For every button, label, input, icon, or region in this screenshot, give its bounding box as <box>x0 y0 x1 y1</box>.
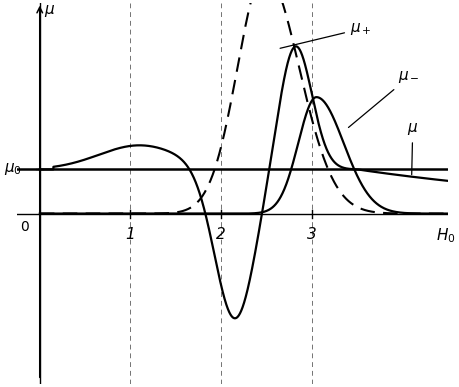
Text: $\mu_+$: $\mu_+$ <box>280 21 372 48</box>
Text: $\mu_-$: $\mu_-$ <box>348 69 420 127</box>
Text: 3: 3 <box>307 227 317 241</box>
Text: $\mu_0$: $\mu_0$ <box>4 161 22 177</box>
Text: $\mu$: $\mu$ <box>407 121 418 175</box>
Text: 0: 0 <box>20 219 29 234</box>
Text: 2: 2 <box>216 227 226 241</box>
Text: $H_0$: $H_0$ <box>437 227 456 245</box>
Text: 1: 1 <box>126 227 135 241</box>
Text: $\mu$: $\mu$ <box>44 3 56 19</box>
